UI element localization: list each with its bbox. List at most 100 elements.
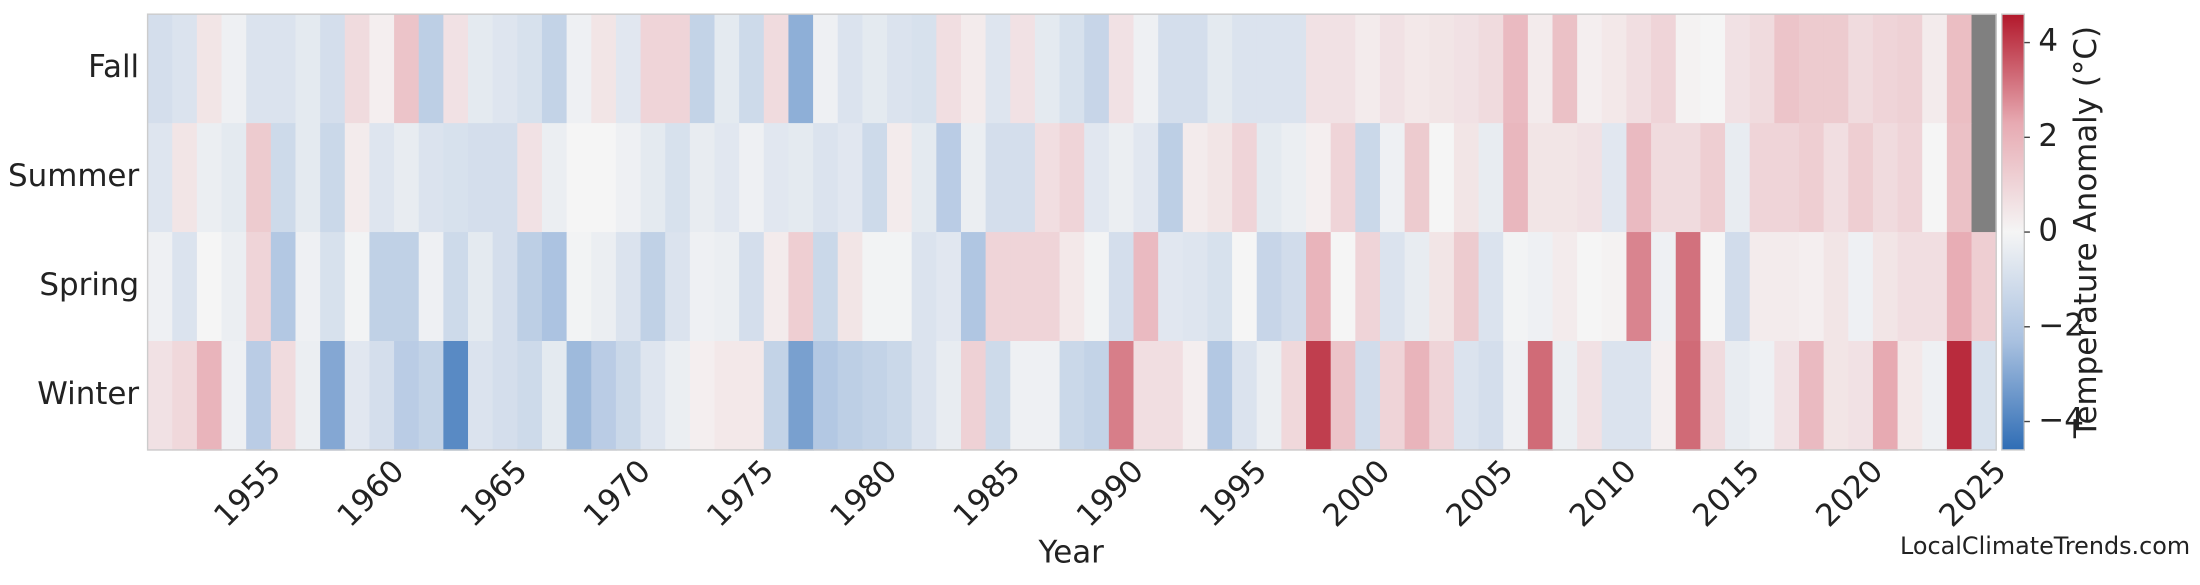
heat-cell bbox=[394, 232, 420, 342]
heat-cell bbox=[468, 232, 494, 342]
heat-cell bbox=[320, 232, 346, 342]
heat-cell bbox=[1897, 232, 1923, 342]
heat-cell bbox=[960, 14, 987, 124]
heat-cell bbox=[763, 232, 790, 342]
heat-cell bbox=[270, 340, 297, 451]
heat-cell bbox=[739, 340, 765, 451]
heat-cell bbox=[960, 232, 987, 342]
heat-cell bbox=[443, 340, 469, 451]
heat-cell bbox=[418, 14, 445, 124]
heat-cell bbox=[1256, 232, 1283, 342]
heat-cell bbox=[1922, 340, 1948, 451]
heat-cell bbox=[468, 123, 494, 233]
heat-cell bbox=[320, 340, 346, 451]
heat-cell bbox=[344, 123, 371, 233]
heat-cell bbox=[1478, 232, 1504, 342]
heat-cell bbox=[1675, 340, 1702, 451]
heat-cell bbox=[147, 232, 173, 342]
heat-cell bbox=[1626, 340, 1652, 451]
heat-cell bbox=[1601, 340, 1628, 451]
heat-cell bbox=[1749, 232, 1776, 342]
heat-cell bbox=[1725, 123, 1751, 233]
heat-cell bbox=[295, 340, 321, 451]
x-tick-label: 1980 bbox=[823, 453, 904, 534]
heat-cell bbox=[1478, 14, 1504, 124]
colorbar-label: Temperature Anomaly (°C) bbox=[2068, 26, 2104, 439]
heat-cell bbox=[763, 340, 790, 451]
heat-cell bbox=[911, 123, 938, 233]
heat-cell bbox=[1010, 123, 1036, 233]
heat-cell bbox=[566, 14, 592, 124]
heat-cell bbox=[960, 123, 987, 233]
heat-cell bbox=[813, 232, 839, 342]
heat-cell bbox=[1429, 232, 1455, 342]
heat-cell bbox=[1601, 14, 1628, 124]
heat-cell bbox=[1552, 14, 1578, 124]
heat-cell bbox=[147, 340, 173, 451]
heat-cell bbox=[172, 232, 198, 342]
heat-cell bbox=[1478, 123, 1504, 233]
heat-cell bbox=[147, 14, 173, 124]
heat-cell bbox=[591, 340, 617, 451]
heat-cell bbox=[689, 340, 716, 451]
heat-cell bbox=[591, 232, 617, 342]
heat-cell bbox=[1503, 14, 1529, 124]
heat-cell bbox=[1527, 232, 1554, 342]
heat-cell bbox=[1675, 14, 1702, 124]
heat-cell bbox=[1232, 123, 1258, 233]
heat-cell bbox=[221, 14, 247, 124]
heat-cell bbox=[418, 340, 445, 451]
heat-cell bbox=[1503, 232, 1529, 342]
heat-cell bbox=[443, 232, 469, 342]
heat-cell bbox=[1651, 340, 1677, 451]
heat-cell bbox=[1404, 14, 1430, 124]
heat-cell bbox=[1281, 14, 1307, 124]
heat-cell bbox=[369, 123, 395, 233]
heat-cell bbox=[1084, 123, 1110, 233]
heat-cell bbox=[1798, 123, 1825, 233]
heat-cell bbox=[615, 123, 642, 233]
heat-cell bbox=[1872, 232, 1899, 342]
heat-cell bbox=[468, 14, 494, 124]
x-tick-label: 2005 bbox=[1439, 453, 1520, 534]
heat-cell bbox=[615, 340, 642, 451]
heat-cell bbox=[1306, 14, 1332, 124]
heat-cell bbox=[936, 340, 962, 451]
heat-cell bbox=[566, 340, 592, 451]
heat-cell bbox=[1330, 123, 1357, 233]
heat-cell bbox=[862, 14, 888, 124]
heat-cell bbox=[985, 123, 1011, 233]
heat-cell bbox=[1281, 340, 1307, 451]
heat-cell bbox=[246, 14, 272, 124]
heat-cell bbox=[344, 14, 371, 124]
heat-cell bbox=[1256, 14, 1283, 124]
heat-cell bbox=[640, 340, 666, 451]
heat-cell bbox=[295, 232, 321, 342]
heat-cell bbox=[1577, 123, 1603, 233]
heat-cell bbox=[1823, 123, 1849, 233]
heat-cell bbox=[1552, 340, 1578, 451]
colorbar-tick-label: 4 bbox=[2038, 23, 2058, 59]
heat-cell bbox=[1232, 340, 1258, 451]
heat-cell bbox=[221, 232, 247, 342]
heat-cell bbox=[369, 14, 395, 124]
heat-cell bbox=[1281, 232, 1307, 342]
heat-cell bbox=[1158, 232, 1184, 342]
heat-cell bbox=[443, 14, 469, 124]
heat-cell bbox=[714, 14, 740, 124]
heat-cell bbox=[714, 123, 740, 233]
heat-cell bbox=[1182, 123, 1209, 233]
heat-cell bbox=[911, 232, 938, 342]
heat-cell bbox=[1158, 340, 1184, 451]
heat-cell bbox=[344, 232, 371, 342]
heat-cell bbox=[640, 123, 666, 233]
heat-cell bbox=[394, 340, 420, 451]
heat-cell bbox=[172, 340, 198, 451]
heat-cell bbox=[270, 232, 297, 342]
heat-cell bbox=[1503, 123, 1529, 233]
heat-cell bbox=[295, 123, 321, 233]
heat-cell bbox=[196, 232, 223, 342]
x-tick-label: 1985 bbox=[946, 453, 1027, 534]
heat-cell bbox=[665, 340, 691, 451]
y-tick-label: Summer bbox=[8, 158, 139, 194]
